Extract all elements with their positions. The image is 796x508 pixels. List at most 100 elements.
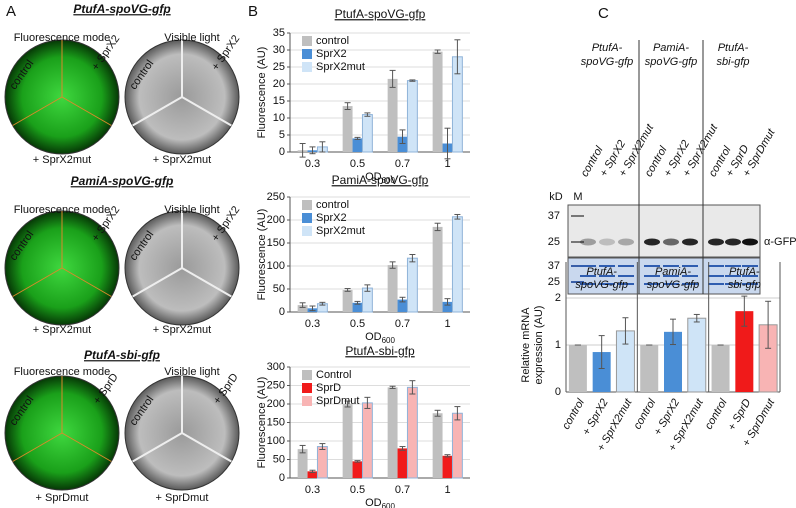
sector-line xyxy=(132,96,183,127)
error-bar xyxy=(409,254,416,263)
bar xyxy=(397,448,408,478)
bar xyxy=(361,114,373,153)
error-bar xyxy=(299,302,306,308)
x-axis-label-text: OD xyxy=(365,497,382,508)
error-bar xyxy=(354,300,361,305)
error-bar xyxy=(309,305,316,312)
group-title: spoVG-gfp xyxy=(647,279,700,291)
blot-group-title: PamiA- xyxy=(653,42,689,54)
legend-swatch xyxy=(302,213,312,223)
y-tick-label: 30 xyxy=(273,44,285,56)
error-bar xyxy=(309,469,316,473)
bar xyxy=(406,80,418,153)
legend-swatch xyxy=(302,370,312,380)
sector-line xyxy=(12,432,63,462)
panel-label: B xyxy=(248,3,258,20)
bar xyxy=(451,216,463,313)
sector-line xyxy=(181,96,232,127)
blot-group-title: sbi-gfp xyxy=(716,56,749,68)
legend-label: Control xyxy=(316,369,351,381)
y-axis-label: Fluorescence (AU) xyxy=(256,47,268,139)
bar xyxy=(352,302,363,312)
bar xyxy=(442,301,453,312)
error-bar xyxy=(319,301,326,306)
ladder-label: 25 xyxy=(548,276,560,288)
y-axis-label: Fluorescence (AU) xyxy=(256,209,268,301)
x-axis-label: OD600 xyxy=(365,497,395,508)
error-bar xyxy=(434,409,441,417)
x-tick-label: 0.3 xyxy=(305,318,320,330)
bar xyxy=(432,51,443,153)
error-bar xyxy=(454,39,461,75)
x-axis-label-text: OD xyxy=(365,171,382,183)
legend-label: control xyxy=(316,35,349,47)
y-tick-label: 50 xyxy=(273,453,285,465)
group-title: PtufA- xyxy=(586,266,617,278)
y-tick-label: 10 xyxy=(273,112,285,124)
error-bar xyxy=(399,129,406,144)
bar xyxy=(592,352,611,392)
legend-label: control xyxy=(316,199,349,211)
legend-swatch xyxy=(302,396,312,406)
ladder-label: 37 xyxy=(548,260,560,272)
error-bar xyxy=(741,295,748,327)
kd-label: kD xyxy=(549,191,563,203)
legend-label: SprX2mut xyxy=(316,61,365,73)
y-tick-label: 35 xyxy=(273,27,285,39)
error-bar xyxy=(399,296,406,303)
bar xyxy=(735,311,754,392)
group-title: PamiA- xyxy=(655,266,691,278)
legend-swatch xyxy=(302,200,312,210)
bar xyxy=(297,305,308,312)
plate-mode: Fluorescence mode xyxy=(14,366,111,378)
bar xyxy=(397,299,408,312)
bar xyxy=(352,138,363,152)
ladder-label: 37 xyxy=(548,210,560,222)
gfp-band xyxy=(682,238,698,246)
bar xyxy=(387,78,398,152)
x-axis-label: OD600 xyxy=(365,331,395,345)
y-tick-label: 300 xyxy=(267,361,285,373)
group-title: spoVG-gfp xyxy=(575,279,628,291)
plate-mode: Visible light xyxy=(164,366,219,378)
error-bar xyxy=(389,385,396,389)
error-bar xyxy=(409,380,416,395)
x-tick-label: 0.5 xyxy=(350,158,365,170)
plate-row-title: PamiA-spoVG-gfp xyxy=(71,174,174,188)
chart-title: PtufA-sbi-gfp xyxy=(345,344,415,358)
plate-mode: Fluorescence mode xyxy=(14,32,111,44)
error-bar xyxy=(454,406,461,421)
x-tick-label: 1 xyxy=(444,158,450,170)
bar xyxy=(342,404,353,478)
y-tick-label: 2 xyxy=(555,292,561,304)
y-tick-label: 0 xyxy=(279,306,285,318)
x-tick-label: 0.7 xyxy=(395,318,410,330)
y-tick-label: 5 xyxy=(279,129,285,141)
error-bar xyxy=(434,222,441,232)
plate-label: + SprX2mut xyxy=(33,324,91,336)
bar xyxy=(442,455,453,478)
y-tick-label: 200 xyxy=(267,398,285,410)
error-bar xyxy=(670,318,676,346)
error-bar xyxy=(309,146,316,155)
error-bar xyxy=(319,141,326,153)
bar xyxy=(316,446,328,479)
error-bar xyxy=(319,443,326,451)
y-tick-label: 50 xyxy=(273,283,285,295)
legend-label: SprX2 xyxy=(316,48,347,60)
error-bar xyxy=(364,112,371,117)
bar xyxy=(307,471,318,478)
blot-group-title: PtufA- xyxy=(592,42,623,54)
legend-swatch xyxy=(302,36,312,46)
chart-title: PamiA-spoVG-gfp xyxy=(332,173,429,187)
x-tick-label: 0.3 xyxy=(305,158,320,170)
bar xyxy=(406,257,418,313)
bar xyxy=(342,289,353,312)
error-bar xyxy=(444,454,451,458)
x-tick-label: 0.5 xyxy=(350,484,365,496)
plate-mode: Visible light xyxy=(164,32,219,44)
sector-line xyxy=(132,432,183,463)
y-axis-label: Relative mRNA xyxy=(520,307,532,383)
sector-line xyxy=(61,432,112,462)
